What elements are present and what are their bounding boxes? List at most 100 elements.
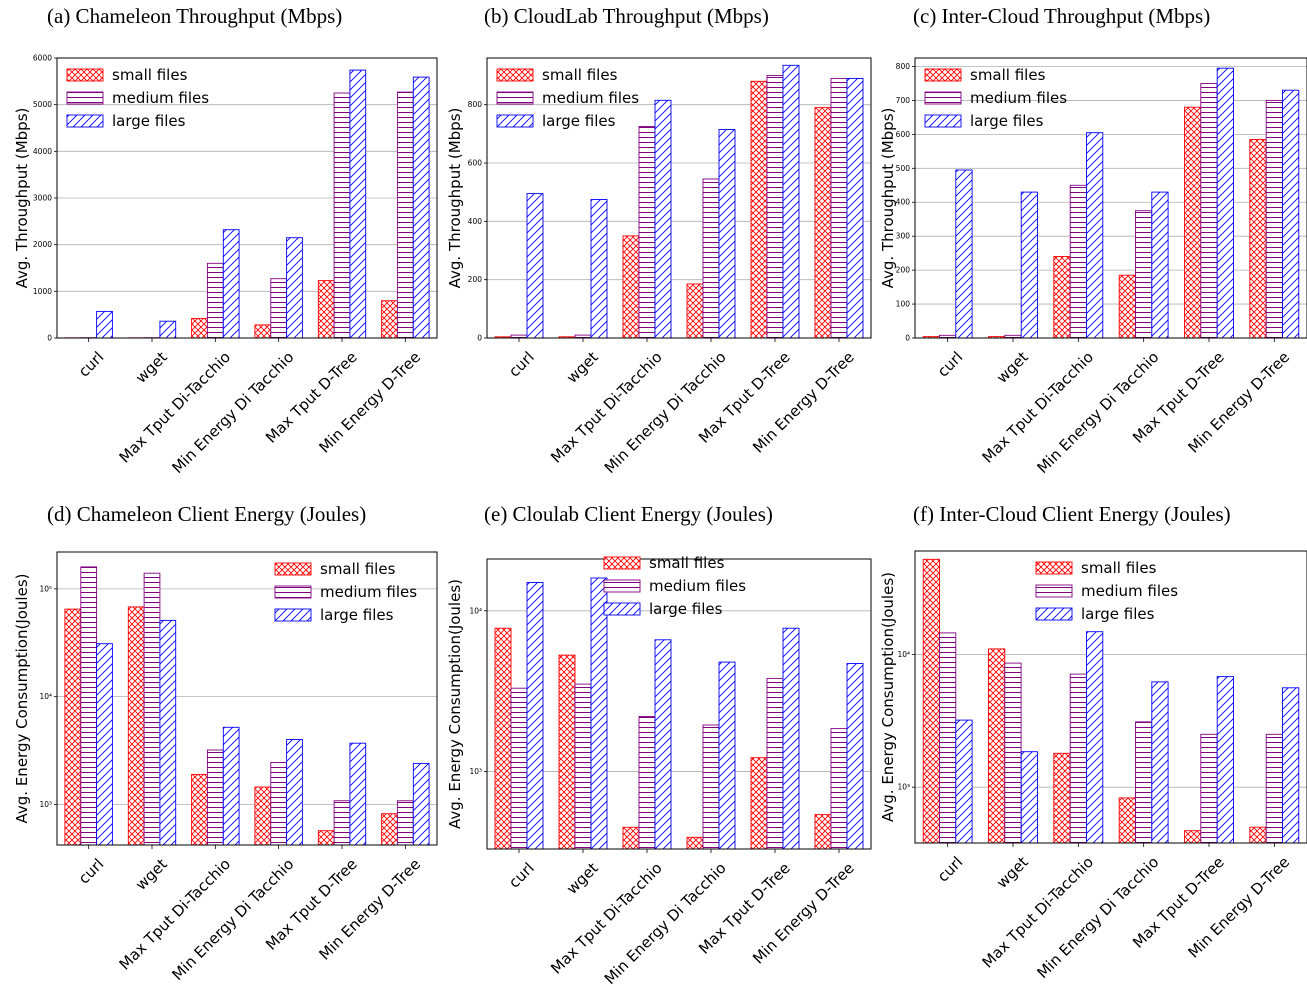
bar-medium-files	[639, 717, 655, 850]
x-tick-label: wget	[132, 348, 171, 387]
bar-large-files	[1087, 133, 1103, 338]
y-tick-label: 10⁴	[897, 650, 910, 659]
bar-large-files	[847, 664, 863, 850]
bar-large-files	[783, 65, 799, 338]
y-tick-label: 10⁴	[39, 692, 52, 701]
x-tick-label: Max Tput Di-Tacchio	[979, 348, 1098, 467]
y-tick-label: 500	[896, 164, 911, 173]
bar-large-files	[956, 720, 972, 843]
bar-large-files	[719, 662, 735, 849]
chart-title: (e) Cloulab Client Energy (Joules)	[484, 502, 773, 527]
legend-swatch-small	[925, 69, 961, 81]
y-tick-label: 10³	[897, 783, 910, 792]
bar-large-files	[97, 644, 113, 845]
bar-medium-files	[767, 76, 783, 339]
bar-small-files	[318, 831, 334, 845]
bar-medium-files	[639, 127, 655, 339]
bar-large-files	[527, 194, 543, 338]
bar-small-files	[687, 284, 703, 338]
bar-medium-files	[1201, 84, 1217, 339]
bar-large-files	[1087, 632, 1103, 843]
bar-medium-files	[1266, 100, 1282, 338]
x-tick-label: Min Energy Di Tacchio	[168, 855, 297, 984]
legend-swatch-medium	[925, 92, 961, 104]
bar-large-files	[1152, 682, 1168, 843]
bar-large-files	[1283, 90, 1299, 338]
y-axis-label: Avg. Throughput (Mbps)	[446, 108, 464, 289]
legend-swatch-small	[1036, 562, 1072, 574]
legend-swatch-medium	[1036, 585, 1072, 597]
bar-medium-files	[1005, 663, 1021, 843]
x-tick-label: Min Energy Di Tacchio	[1033, 853, 1162, 982]
bar-small-files	[815, 815, 831, 849]
bar-medium-files	[1201, 734, 1217, 843]
bar-medium-files	[271, 763, 287, 846]
bar-medium-files	[144, 573, 160, 845]
bar-medium-files	[831, 78, 847, 338]
bar-medium-files	[1136, 211, 1152, 338]
legend-swatch-medium	[497, 92, 533, 104]
y-tick-label: 400	[468, 217, 483, 226]
bar-large-files	[591, 200, 607, 339]
x-tick-label: curl	[505, 859, 538, 892]
bar-small-files	[1250, 827, 1266, 843]
bar-small-files	[1054, 753, 1070, 843]
legend-label: large files	[542, 112, 616, 130]
chart-title: (f) Inter-Cloud Client Energy (Joules)	[913, 502, 1231, 527]
y-tick-label: 0	[47, 334, 52, 343]
legend-label: large files	[1081, 605, 1155, 623]
bar-medium-files	[940, 633, 956, 843]
bar-medium-files	[207, 750, 223, 845]
x-tick-label: curl	[934, 348, 967, 381]
x-tick-label: Min Energy Di Tacchio	[168, 348, 297, 477]
bar-medium-files	[334, 801, 350, 845]
bar-medium-files	[271, 279, 287, 338]
y-tick-label: 100	[896, 300, 911, 309]
bar-small-files	[1250, 140, 1266, 339]
bar-medium-files	[334, 93, 350, 338]
bar-large-files	[350, 743, 366, 845]
y-tick-label: 700	[896, 96, 911, 105]
bar-medium-files	[767, 678, 783, 849]
legend-swatch-large	[604, 603, 640, 615]
y-tick-label: 600	[468, 159, 483, 168]
y-tick-label: 5000	[33, 100, 52, 109]
x-tick-label: wget	[563, 348, 602, 387]
legend-label: large files	[970, 112, 1044, 130]
bar-large-files	[527, 583, 543, 850]
bar-large-files	[719, 130, 735, 339]
bar-small-files	[192, 774, 208, 845]
bar-large-files	[287, 238, 303, 338]
y-tick-label: 2000	[33, 240, 52, 249]
y-tick-label: 10⁴	[469, 606, 482, 615]
legend-swatch-large	[925, 115, 961, 127]
x-tick-label: wget	[563, 859, 602, 898]
legend-label: small files	[542, 66, 618, 84]
bar-small-files	[815, 108, 831, 338]
y-tick-label: 10³	[469, 767, 482, 776]
bar-small-files	[623, 827, 639, 849]
y-tick-label: 6000	[33, 54, 52, 63]
bar-medium-files	[1266, 734, 1282, 843]
bar-large-files	[413, 77, 429, 338]
legend-swatch-medium	[67, 92, 103, 104]
bar-large-files	[783, 628, 799, 849]
bar-small-files	[623, 236, 639, 338]
legend-label: small files	[1081, 559, 1157, 577]
y-tick-label: 800	[896, 62, 911, 71]
y-axis-label: Avg. Energy Consumption(Joules)	[13, 574, 31, 824]
bar-small-files	[382, 814, 398, 845]
x-tick-label: curl	[75, 855, 108, 888]
bar-medium-files	[1136, 722, 1152, 843]
legend-swatch-large	[1036, 608, 1072, 620]
y-tick-label: 800	[468, 100, 483, 109]
y-tick-label: 600	[896, 130, 911, 139]
y-axis-label: Avg. Throughput (Mbps)	[879, 108, 897, 289]
legend-label: small files	[112, 66, 188, 84]
